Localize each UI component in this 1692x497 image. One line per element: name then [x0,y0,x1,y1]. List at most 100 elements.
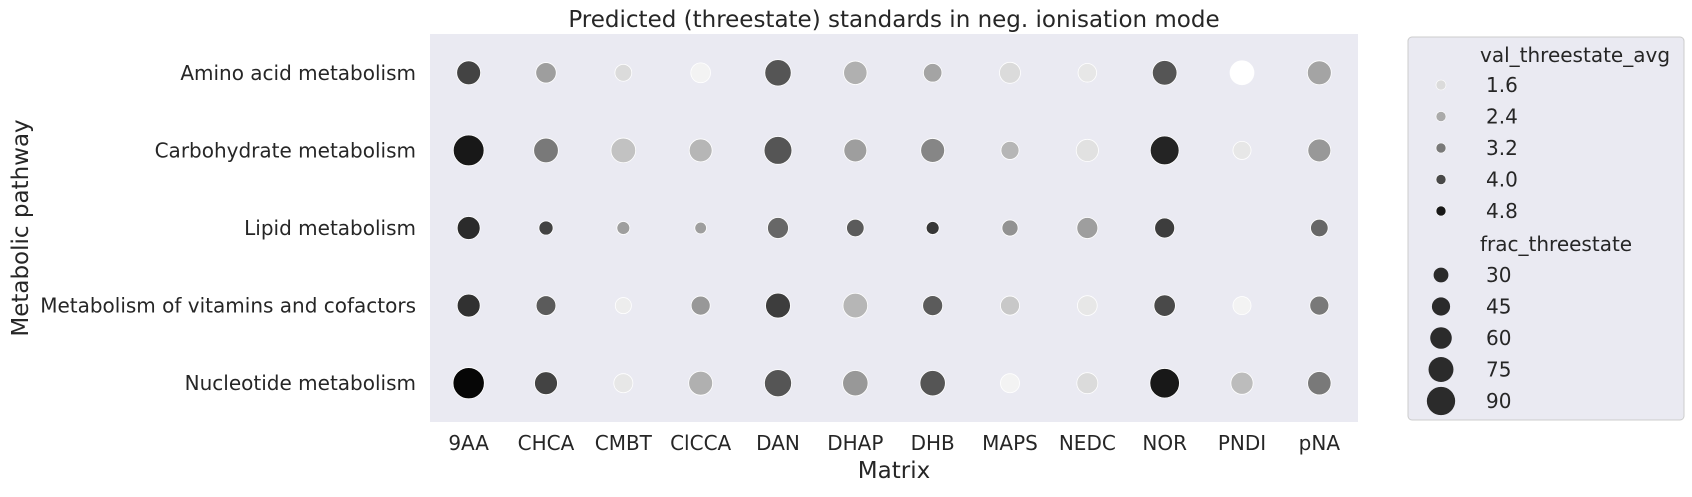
data-point [613,373,634,394]
data-point [1149,368,1180,399]
data-point [1000,295,1020,316]
data-point [1076,372,1099,395]
data-point [1149,135,1180,166]
legend-size-label: 90 [1486,389,1511,413]
legend-size-label: 75 [1486,358,1511,382]
data-point [538,220,554,236]
y-tick-label: Metabolism of vitamins and cofactors [40,294,416,318]
data-point [925,221,940,235]
chart-title: Predicted (threestate) standards in neg.… [568,7,1219,33]
legend-color-marker [1435,111,1447,122]
x-tick-label: PNDI [1218,431,1266,455]
data-point [764,59,792,87]
data-point [1309,295,1330,316]
y-tick-label: Carbohydrate metabolism [155,138,416,162]
x-tick-label: 9AA [448,431,489,455]
data-point [922,295,944,317]
data-point [1075,138,1099,162]
legend-color-entries: 1.6 2.4 3.2 4.0 4.8 [1435,73,1518,223]
data-point [688,138,713,163]
data-point [614,63,633,82]
legend-size-marker [1431,297,1451,316]
data-point [1154,217,1176,239]
data-point [610,137,637,164]
data-point [1307,371,1332,396]
data-point [842,370,869,397]
data-point [999,61,1021,84]
data-point [456,216,481,240]
plot-area [430,34,1358,422]
data-point [767,217,789,239]
legend-color-label: 3.2 [1486,136,1518,160]
data-point [1000,373,1020,394]
legend-size-marker [1430,327,1452,349]
data-point [1001,219,1019,237]
x-tick-label: CHCA [518,431,575,455]
x-tick-label: DHB [911,431,955,455]
data-point [533,137,559,164]
legend-color-marker [1435,79,1447,91]
data-point [690,62,711,84]
legend: val_threestate_avg frac_threestate 1.6 2.… [1407,36,1685,421]
x-tick-label: CMBT [595,431,653,455]
data-point [1077,63,1098,83]
legend-size-title: frac_threestate [1480,232,1632,256]
data-point [843,60,868,85]
legend-color-label: 1.6 [1486,73,1518,97]
legend-size-marker [1433,267,1449,283]
data-point [452,367,485,400]
x-tick-label: DAN [756,431,800,455]
data-point [764,369,792,398]
data-point [616,221,631,235]
legend-color-label: 2.4 [1486,105,1518,129]
data-point [535,295,557,316]
data-point [1077,295,1098,316]
x-tick-label: DHAP [827,431,883,455]
legend-frame [1407,36,1685,421]
legend-color-marker [1435,205,1447,217]
data-point [1230,371,1254,395]
data-point [535,62,557,84]
legend-size-marker [1428,357,1454,382]
data-point [1229,60,1255,86]
legend-color-label: 4.0 [1486,168,1518,192]
data-point [690,295,711,316]
legend-color-label: 4.8 [1486,199,1518,223]
data-point [920,138,946,163]
legend-size-label: 45 [1486,295,1511,319]
y-axis-label: Metabolic pathway [8,119,34,336]
legend-color-marker [1435,142,1447,154]
data-point [765,292,791,319]
data-point [846,218,865,238]
data-point [614,297,632,315]
data-point [456,293,481,318]
x-tick-labels: 9AA CHCA CMBT ClCCA DAN DHAP DHB MAPS NEDC NOR PND… [448,431,1340,455]
data-point [456,60,482,86]
data-point [452,134,485,167]
legend-size-entries: 30 45 60 75 90 [1426,263,1511,416]
data-point [763,136,793,165]
data-point [1000,140,1020,160]
x-tick-label: ClCCA [670,431,731,455]
x-axis-label: Matrix [858,458,930,484]
data-point [919,370,946,397]
data-point [1076,217,1099,239]
y-tick-labels: Amino acid metabolism Carbohydrate metabo… [40,61,416,395]
legend-size-marker [1426,386,1456,416]
data-point [1232,296,1252,316]
y-tick-label: Amino acid metabolism [180,61,416,85]
legend-size-label: 30 [1486,263,1511,287]
data-point [1306,60,1332,86]
legend-size-label: 60 [1486,326,1511,350]
data-point [842,292,869,319]
legend-color-title: val_threestate_avg [1480,43,1670,67]
x-tick-label: NOR [1142,431,1187,455]
data-points [452,59,1332,400]
data-point [843,138,868,163]
y-tick-label: Nucleotide metabolism [185,371,416,395]
data-point [1153,294,1176,317]
data-point [688,370,714,396]
data-point [1232,140,1252,160]
